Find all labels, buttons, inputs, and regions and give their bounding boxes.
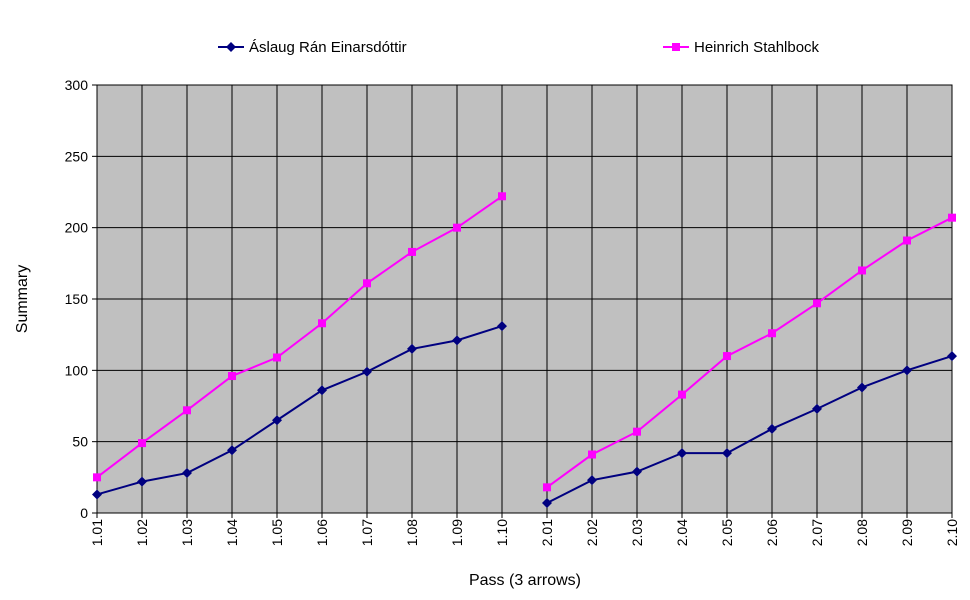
series-1 (92, 321, 957, 509)
y-tick-label: 50 (72, 434, 88, 450)
data-point (812, 403, 822, 414)
data-point (542, 498, 552, 509)
data-point (407, 343, 417, 354)
x-tick-label: 1.09 (449, 519, 465, 546)
legend-item: Áslaug Rán Einarsdóttir (218, 39, 407, 56)
y-axis: 0 50 100 150 200 250 300 (65, 77, 97, 521)
legend: Áslaug Rán Einarsdóttir Heinrich Stahlboc… (218, 39, 820, 56)
data-point (632, 466, 642, 477)
x-tick-label: 1.08 (404, 519, 420, 546)
data-point (453, 223, 461, 232)
data-point (228, 372, 236, 381)
y-tick-label: 150 (65, 291, 89, 307)
grid (96, 84, 953, 514)
x-axis: 1.01 1.02 1.03 1.04 1.05 1.06 1.07 1.08 1.09 1.10… (89, 513, 960, 546)
y-tick-label: 250 (65, 148, 89, 164)
series-line-segment-2 (546, 216, 953, 489)
series-2 (93, 192, 956, 492)
data-point (318, 319, 326, 328)
data-point (317, 385, 327, 396)
data-point (543, 483, 551, 492)
data-point (633, 427, 641, 436)
x-tick-label: 1.04 (224, 519, 240, 546)
x-tick-label: 2.08 (854, 519, 870, 546)
data-point (767, 423, 777, 434)
data-point (768, 329, 776, 338)
x-tick-label: 2.01 (539, 519, 555, 546)
x-tick-label: 2.07 (809, 519, 825, 546)
data-point (137, 476, 147, 487)
legend-label: Áslaug Rán Einarsdóttir (249, 39, 407, 56)
legend-marker (672, 43, 680, 51)
x-tick-label: 1.06 (314, 519, 330, 546)
data-point (138, 439, 146, 448)
series (92, 192, 957, 509)
data-point (93, 473, 101, 482)
data-point (678, 390, 686, 399)
data-point (408, 247, 416, 256)
data-point (722, 448, 732, 459)
data-point (813, 299, 821, 308)
legend-item: Heinrich Stahlbock (663, 39, 820, 56)
y-tick-label: 100 (65, 362, 89, 378)
x-tick-label: 1.10 (494, 519, 510, 546)
data-point (903, 236, 911, 245)
data-point (588, 450, 596, 459)
x-tick-label: 2.04 (674, 519, 690, 546)
data-point (947, 351, 957, 362)
x-tick-label: 1.02 (134, 519, 150, 546)
data-point (273, 353, 281, 362)
data-point (587, 475, 597, 486)
data-point (227, 445, 237, 456)
data-point (857, 382, 867, 393)
x-tick-label: 1.01 (89, 519, 105, 546)
x-axis-title: Pass (3 arrows) (469, 572, 581, 589)
x-tick-label: 1.05 (269, 519, 285, 546)
data-point (363, 279, 371, 288)
data-point (723, 352, 731, 361)
data-point (182, 468, 192, 479)
x-tick-label: 2.03 (629, 519, 645, 546)
data-point (183, 406, 191, 415)
data-point (858, 266, 866, 275)
series-line-segment-1 (96, 325, 503, 496)
data-point (677, 448, 687, 459)
data-point (92, 489, 102, 500)
x-tick-label: 2.06 (764, 519, 780, 546)
x-tick-label: 1.07 (359, 519, 375, 546)
data-point (362, 366, 372, 377)
legend-marker (226, 42, 236, 52)
data-point (497, 321, 507, 332)
data-point (948, 213, 956, 222)
series-line-segment-1 (96, 195, 503, 479)
data-point (452, 335, 462, 346)
x-tick-label: 2.09 (899, 519, 915, 546)
y-tick-label: 200 (65, 220, 89, 236)
y-axis-title: Summary (14, 265, 31, 333)
x-tick-label: 2.10 (944, 519, 960, 546)
x-tick-label: 1.03 (179, 519, 195, 546)
x-tick-label: 2.02 (584, 519, 600, 546)
x-tick-label: 2.05 (719, 519, 735, 546)
series-line-segment-2 (546, 355, 953, 504)
y-tick-label: 300 (65, 77, 89, 93)
data-point (498, 192, 506, 201)
y-tick-label: 0 (80, 505, 88, 521)
legend-label: Heinrich Stahlbock (694, 39, 820, 56)
data-point (902, 365, 912, 376)
data-point (272, 415, 282, 426)
